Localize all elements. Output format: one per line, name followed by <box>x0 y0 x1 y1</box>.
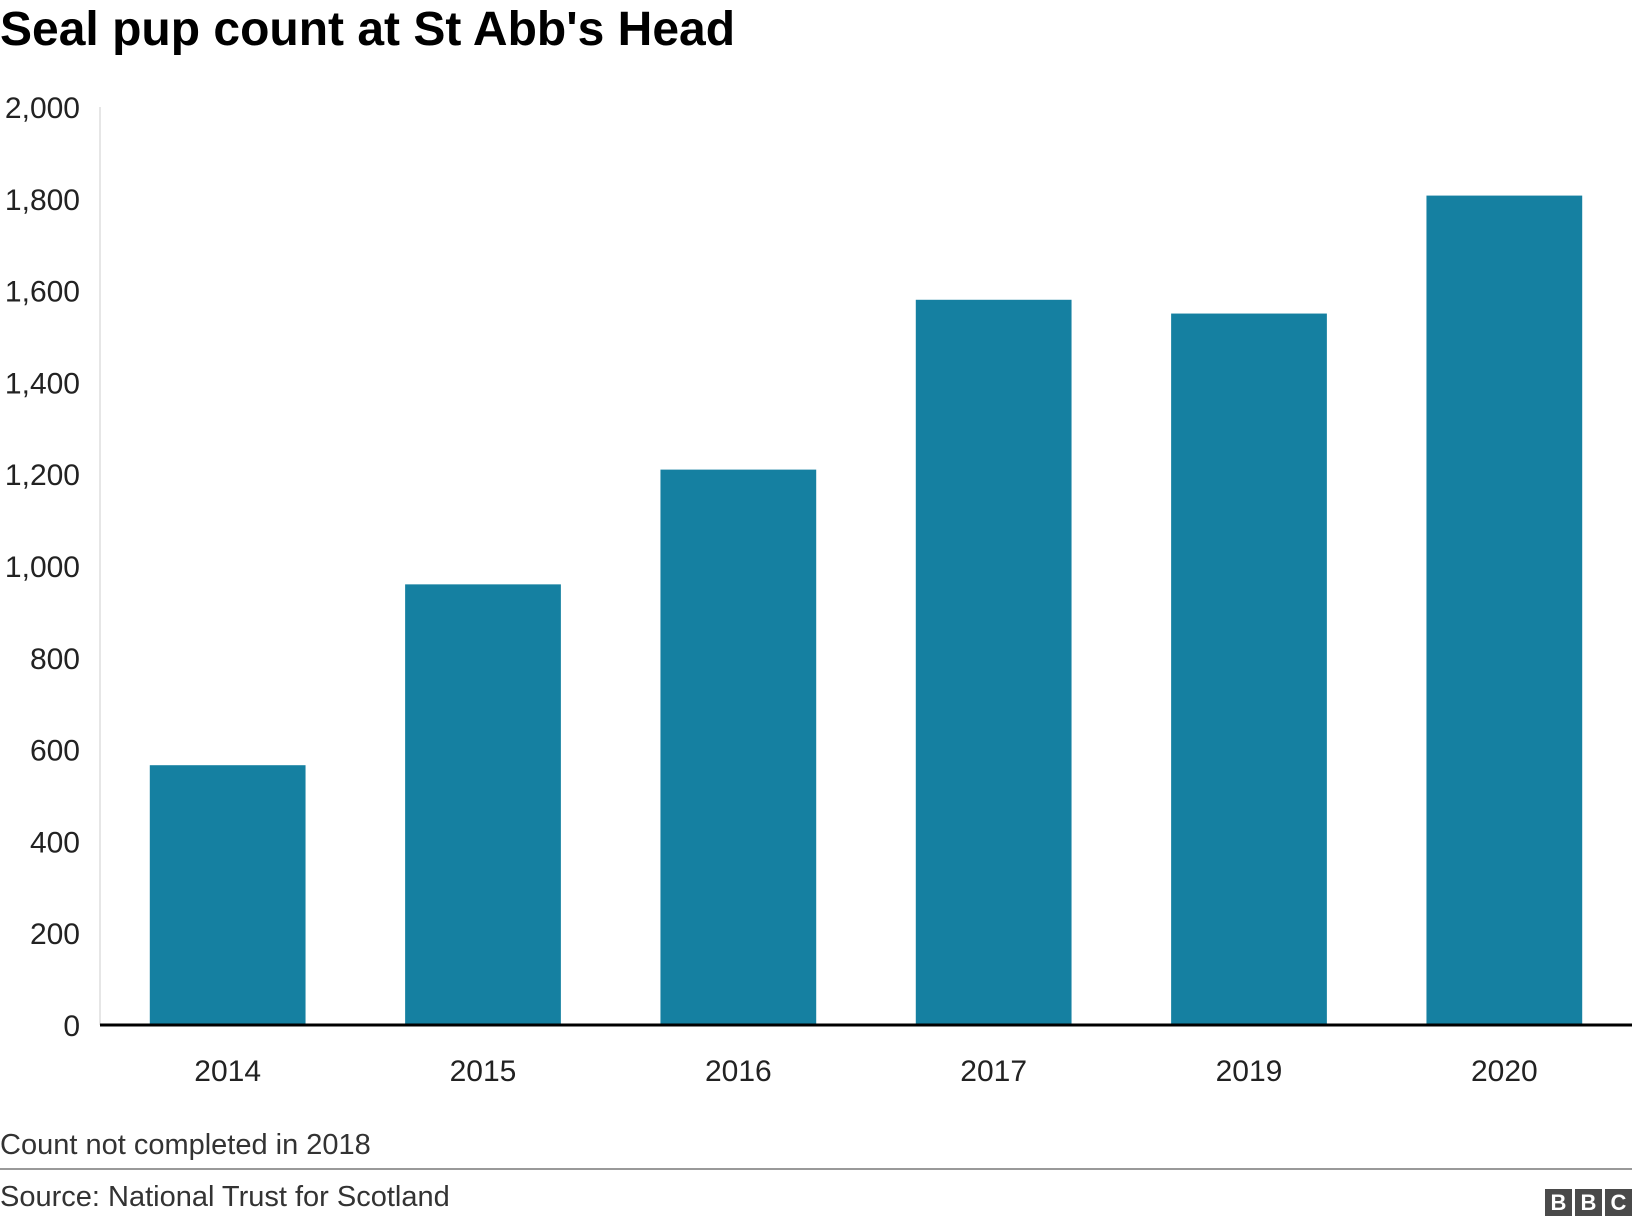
y-tick-label: 1,600 <box>5 276 80 309</box>
bar-2019 <box>1171 313 1327 1025</box>
bar-2014 <box>149 765 306 1025</box>
y-tick-label: 0 <box>63 1010 80 1043</box>
y-tick-label: 800 <box>30 643 80 676</box>
y-tick-label: 1,200 <box>5 459 80 492</box>
x-tick-label: 2016 <box>705 1055 772 1088</box>
bar-chart: 0 200 400 600 800 1,000 1,200 1,400 1,600 1,800 2,… <box>5 92 1632 1088</box>
y-tick-label: 400 <box>30 826 80 859</box>
bar-2017 <box>915 299 1072 1025</box>
footer-divider <box>0 1168 1632 1170</box>
bbc-logo: B B C <box>1545 1189 1632 1216</box>
x-tick-label: 2017 <box>960 1055 1027 1088</box>
chart-note: Count not completed in 2018 <box>0 1129 371 1161</box>
y-tick-label: 1,000 <box>5 551 80 584</box>
bbc-logo-letter: C <box>1605 1189 1632 1216</box>
bar-2020 <box>1426 195 1583 1025</box>
bar-2015 <box>405 584 561 1025</box>
x-tick-label: 2019 <box>1216 1055 1283 1088</box>
bbc-logo-letter: B <box>1575 1189 1602 1216</box>
bar-2016 <box>660 469 817 1025</box>
x-tick-label: 2014 <box>194 1055 261 1088</box>
y-tick-label: 1,800 <box>5 184 80 217</box>
y-tick-label: 2,000 <box>5 92 80 125</box>
chart-title: Seal pup count at St Abb's Head <box>0 3 736 56</box>
bbc-logo-letter: B <box>1545 1189 1572 1216</box>
x-tick-label: 2015 <box>450 1055 517 1088</box>
y-tick-label: 200 <box>30 918 80 951</box>
x-tick-label: 2020 <box>1471 1055 1538 1088</box>
source-credit: Source: National Trust for Scotland <box>0 1181 450 1213</box>
y-tick-label: 1,400 <box>5 367 80 400</box>
y-tick-label: 600 <box>30 735 80 768</box>
